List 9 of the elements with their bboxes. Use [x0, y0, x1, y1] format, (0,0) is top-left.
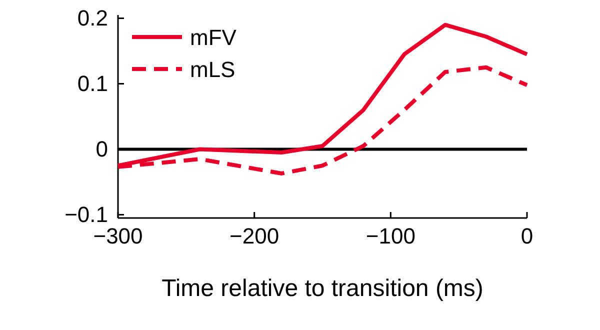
y-tick-label: 0.1 — [77, 70, 108, 96]
legend-label: mFV — [190, 25, 237, 50]
y-tick-label: 0 — [96, 136, 108, 162]
x-tick-label: 0 — [520, 224, 534, 249]
x-axis-title: Time relative to transition (ms) — [162, 275, 484, 302]
x-tick-label: −200 — [230, 224, 280, 249]
legend-label: mLS — [190, 57, 236, 82]
y-tick-label: 0.2 — [77, 5, 108, 30]
x-tick-label: −100 — [366, 224, 416, 249]
